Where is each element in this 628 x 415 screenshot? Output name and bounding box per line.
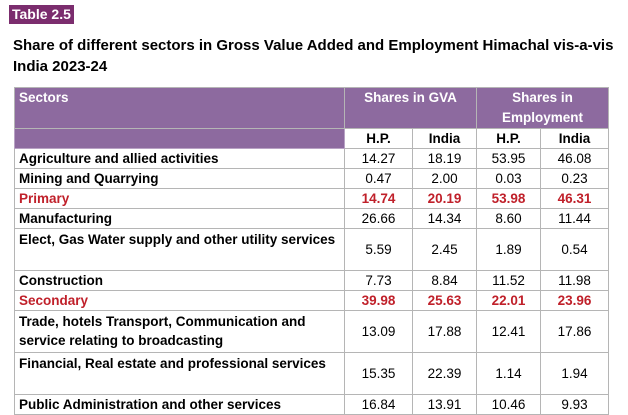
sector-label: Agriculture and allied activities [14, 148, 345, 169]
sector-label: Construction [14, 270, 345, 291]
employment-hp-value: 53.98 [476, 188, 541, 209]
employment-hp-value: 11.52 [476, 270, 541, 291]
gva-hp-value: 39.98 [344, 290, 413, 311]
gva-india-value: 13.91 [412, 394, 477, 415]
sector-label: Mining and Quarrying [14, 168, 345, 189]
gva-hp-value: 13.09 [344, 310, 413, 353]
employment-hp-value: 1.89 [476, 228, 541, 271]
header-employment-india: India [539, 128, 610, 149]
table-row-subtotal: Primary 14.74 20.19 53.98 46.31 [14, 188, 610, 209]
sector-label: Primary [14, 188, 345, 209]
header-shares-in-gva: Shares in GVA [344, 87, 477, 129]
gva-hp-value: 7.73 [344, 270, 413, 291]
employment-india-value: 0.54 [539, 228, 610, 271]
gva-india-value: 25.63 [412, 290, 477, 311]
employment-hp-value: 0.03 [476, 168, 541, 189]
gva-india-value: 2.45 [412, 228, 477, 271]
header-shares-in-employment: Shares in Employment [475, 87, 610, 129]
employment-hp-value: 10.46 [476, 394, 541, 415]
header-sectors: Sectors [14, 87, 345, 129]
gva-india-value: 8.84 [412, 270, 477, 291]
header-gva-india: India [412, 128, 477, 149]
header-blank-cell [14, 128, 345, 149]
employment-hp-value: 53.95 [476, 148, 541, 169]
table-row: Agriculture and allied activities 14.27 … [14, 148, 610, 169]
gva-hp-value: 5.59 [344, 228, 413, 271]
employment-india-value: 0.23 [539, 168, 610, 189]
employment-india-value: 46.08 [539, 148, 610, 169]
gva-india-value: 2.00 [412, 168, 477, 189]
sector-label: Trade, hotels Transport, Communication a… [14, 310, 345, 353]
employment-hp-value: 1.14 [476, 352, 541, 395]
table-row: Construction 7.73 8.84 11.52 11.98 [14, 270, 610, 291]
table-row: Manufacturing 26.66 14.34 8.60 11.44 [14, 208, 610, 229]
table-row: Elect, Gas Water supply and other utilit… [14, 228, 610, 271]
employment-india-value: 9.93 [539, 394, 610, 415]
table-row: Trade, hotels Transport, Communication a… [14, 310, 610, 353]
sector-label: Financial, Real estate and professional … [14, 352, 345, 395]
table-title: Share of different sectors in Gross Valu… [13, 37, 614, 75]
gva-india-value: 17.88 [412, 310, 477, 353]
table-row-subtotal: Secondary 39.98 25.63 22.01 23.96 [14, 290, 610, 311]
table-row: Mining and Quarrying 0.47 2.00 0.03 0.23 [14, 168, 610, 189]
table-number-badge: Table 2.5 [9, 5, 74, 24]
sector-label: Manufacturing [14, 208, 345, 229]
header-gva-hp: H.P. [344, 128, 413, 149]
sector-label: Public Administration and other services [14, 394, 345, 415]
sector-share-table: Sectors Shares in GVA Shares in Employme… [14, 87, 610, 415]
sector-label: Elect, Gas Water supply and other utilit… [14, 228, 345, 271]
gva-hp-value: 26.66 [344, 208, 413, 229]
gva-hp-value: 15.35 [344, 352, 413, 395]
employment-india-value: 17.86 [539, 310, 610, 353]
gva-hp-value: 14.74 [344, 188, 413, 209]
sector-label: Secondary [14, 290, 345, 311]
employment-india-value: 1.94 [539, 352, 610, 395]
employment-hp-value: 22.01 [476, 290, 541, 311]
employment-india-value: 46.31 [539, 188, 610, 209]
employment-hp-value: 8.60 [476, 208, 541, 229]
gva-india-value: 20.19 [412, 188, 477, 209]
employment-india-value: 11.44 [539, 208, 610, 229]
employment-india-value: 11.98 [539, 270, 610, 291]
gva-hp-value: 0.47 [344, 168, 413, 189]
gva-hp-value: 16.84 [344, 394, 413, 415]
gva-hp-value: 14.27 [344, 148, 413, 169]
employment-india-value: 23.96 [539, 290, 610, 311]
table-row: Public Administration and other services… [14, 394, 610, 415]
gva-india-value: 18.19 [412, 148, 477, 169]
gva-india-value: 22.39 [412, 352, 477, 395]
gva-india-value: 14.34 [412, 208, 477, 229]
employment-hp-value: 12.41 [476, 310, 541, 353]
table-row: Financial, Real estate and professional … [14, 352, 610, 395]
header-employment-hp: H.P. [476, 128, 541, 149]
